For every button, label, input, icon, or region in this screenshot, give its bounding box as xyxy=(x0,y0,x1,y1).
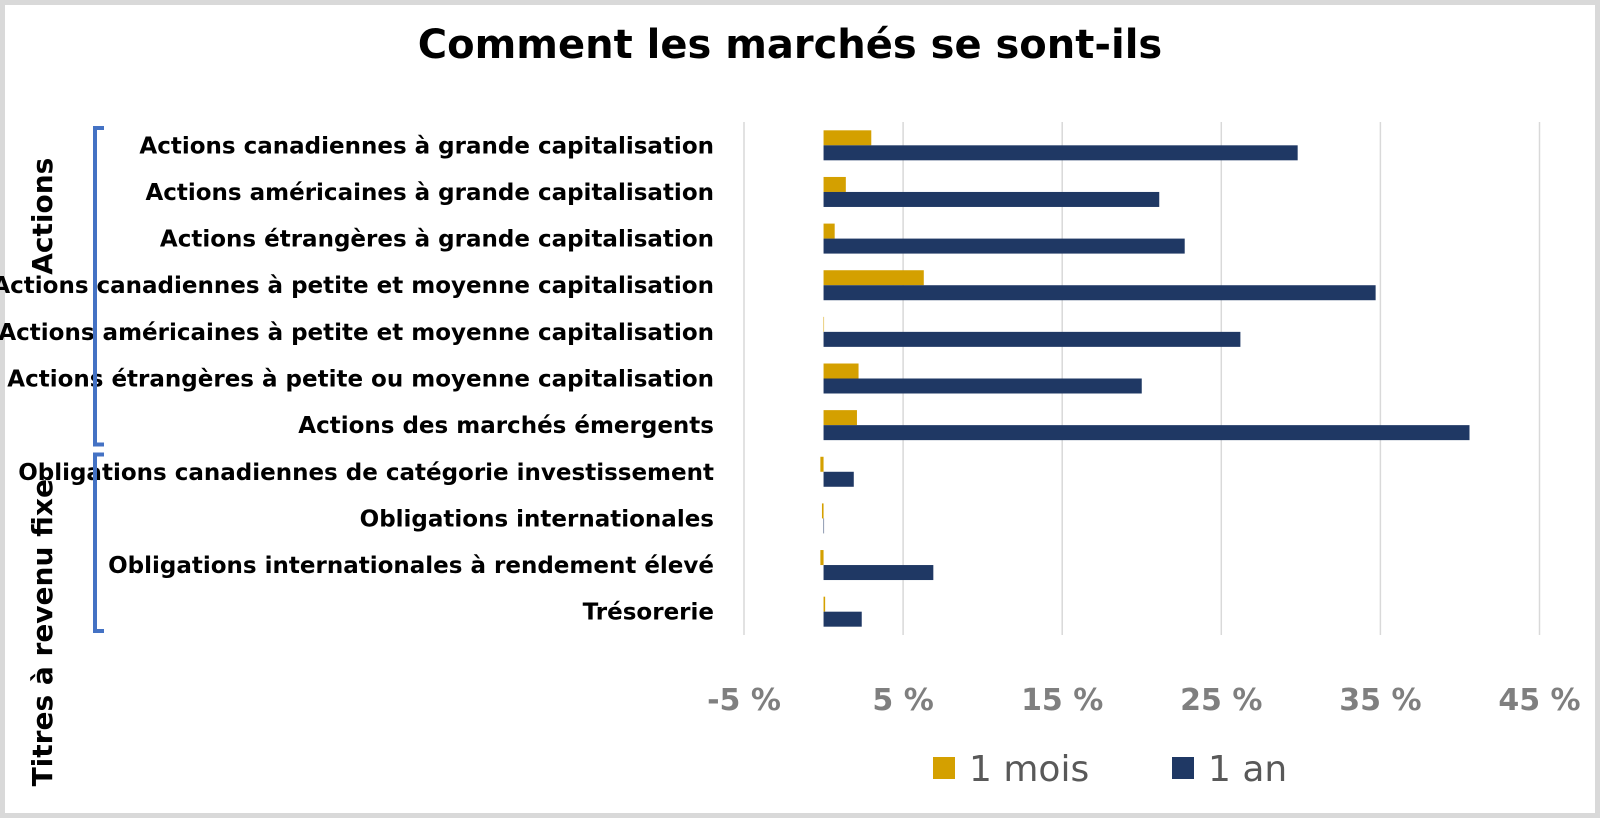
category-label: Trésorerie xyxy=(583,600,714,626)
legend-swatch xyxy=(1172,757,1194,779)
category-label: Actions américaines à petite et moyenne … xyxy=(0,320,714,346)
bar-one-month xyxy=(823,223,835,239)
bar-one-year xyxy=(823,611,862,627)
group-bracket xyxy=(93,126,104,447)
bar-one-year xyxy=(823,331,1241,347)
bar-one-month xyxy=(821,503,824,519)
group-brackets: Actions Titres à revenu fixe xyxy=(26,126,104,786)
category-label: Obligations internationales à rendement … xyxy=(108,553,714,579)
x-tick-label: 15 % xyxy=(1021,683,1103,718)
x-tick-label: 35 % xyxy=(1339,683,1421,718)
x-tick-label: 25 % xyxy=(1180,683,1262,718)
category-labels: Actions canadiennes à grande capitalisat… xyxy=(0,133,714,625)
group-label: Actions xyxy=(26,158,59,275)
chart-title: Comment les marchés se sont-ils xyxy=(417,22,1163,68)
bar-one-month xyxy=(823,130,872,146)
bar-one-month xyxy=(823,270,924,286)
bar-one-month xyxy=(823,176,846,192)
category-label: Actions étrangères à petite ou moyenne c… xyxy=(7,367,714,393)
legend-label: 1 mois xyxy=(969,749,1089,790)
category-label: Actions des marchés émergents xyxy=(298,413,714,439)
bar-one-month xyxy=(820,550,824,566)
category-label: Actions américaines à grande capitalisat… xyxy=(145,180,714,206)
x-tick-label: 45 % xyxy=(1498,683,1580,718)
category-label: Actions canadiennes à grande capitalisat… xyxy=(139,133,714,159)
group-bracket xyxy=(93,452,104,633)
bar-one-year xyxy=(823,565,934,581)
bar-one-year xyxy=(823,425,1470,441)
bar-one-year xyxy=(823,191,1160,207)
bar-one-year xyxy=(823,285,1376,301)
category-label: Actions canadiennes à petite et moyenne … xyxy=(0,273,714,299)
bar-one-month xyxy=(823,316,825,332)
x-axis-ticks: -5 % 5 % 15 % 25 % 35 % 45 % xyxy=(707,683,1581,718)
bar-one-year xyxy=(823,378,1142,394)
bar-one-year xyxy=(823,471,854,487)
x-tick-label: -5 % xyxy=(707,683,781,718)
group-label: Titres à revenu fixe xyxy=(26,479,59,786)
bar-one-year xyxy=(823,238,1185,254)
bar-one-month xyxy=(823,410,857,426)
category-label: Actions étrangères à grande capitalisati… xyxy=(160,227,714,253)
category-label: Obligations canadiennes de catégorie inv… xyxy=(18,460,714,486)
bar-one-month xyxy=(823,363,859,379)
category-label: Obligations internationales xyxy=(360,506,714,532)
bar-one-year xyxy=(823,518,825,534)
bar-one-month xyxy=(820,456,824,472)
x-tick-label: 5 % xyxy=(872,683,933,718)
bars xyxy=(820,130,1470,627)
bar-one-month xyxy=(823,596,826,612)
legend-label: 1 an xyxy=(1208,749,1287,790)
legend: 1 mois 1 an xyxy=(933,749,1287,790)
legend-swatch xyxy=(933,757,955,779)
bar-one-year xyxy=(823,145,1298,161)
